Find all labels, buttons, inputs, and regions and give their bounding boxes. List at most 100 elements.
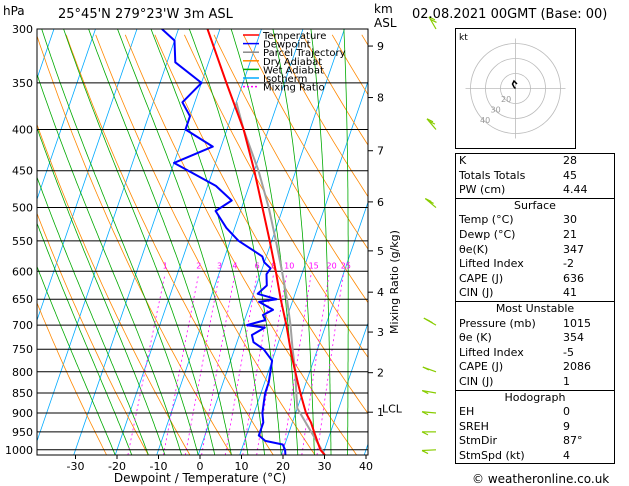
dry-adiabat-line (37, 123, 191, 455)
km-tick-label: 8 (377, 92, 384, 105)
dewpoint-line (161, 29, 287, 455)
hodo-row: SREH 9 (459, 419, 570, 433)
mixing-ratio-axis-label: Mixing Ratio (g/kg) (388, 230, 401, 334)
parcel-trajectory-line (235, 102, 326, 455)
hodograph-ring-label: 30 (491, 106, 501, 115)
wind-barb-flag (421, 431, 429, 436)
x-axis-label: Dewpoint / Temperature (°C) (114, 471, 286, 485)
mu-row: CAPE (J) 2086 (459, 360, 591, 374)
wet-adiabat-line (37, 176, 149, 455)
km-unit-label: km (374, 2, 393, 16)
pressure-tick-label: 300 (12, 23, 33, 36)
wet-adiabat-line (41, 29, 199, 455)
mixing-ratio-line (282, 274, 312, 455)
mu-row: θe (K) 354 (459, 331, 584, 345)
wind-barb-flag (421, 390, 429, 395)
legend-label: Dry Adiabat (263, 57, 322, 68)
pressure-tick-label: 400 (12, 124, 33, 137)
wind-barb (422, 389, 437, 394)
mixing-ratio-label: 1 (163, 261, 168, 270)
dry-adiabat-line (243, 34, 368, 250)
x-tick-label: 0 (197, 460, 204, 473)
km-tick-label: 9 (377, 40, 384, 53)
wind-barb-flag (426, 118, 434, 123)
wet-adiabat-line (88, 29, 232, 455)
legend-label: Parcel Trajectory (263, 48, 346, 59)
mu-row: Lifted Index -5 (459, 345, 574, 359)
mixing-ratio-label: 10 (284, 261, 294, 270)
wind-barb-flag (427, 199, 434, 205)
wet-adiabat-line (37, 126, 166, 455)
x-tick-label: -20 (108, 460, 126, 473)
hodograph-ring-label: 20 (501, 95, 511, 104)
hodograph-ring-label: 40 (480, 116, 490, 125)
wind-barb-flag (425, 198, 432, 203)
km-tick-label: 2 (377, 367, 384, 380)
mixing-ratio-label: 4 (232, 261, 237, 270)
km-tick-label: 1 (377, 406, 384, 419)
surface-title: Surface (514, 198, 556, 212)
pressure-tick-label: 850 (12, 387, 33, 400)
pressure-tick-label: 750 (12, 343, 33, 356)
location-title: 25°45'N 279°23'W 3m ASL (58, 7, 233, 22)
dry-adiabat-line (95, 34, 316, 455)
isotherm-line (239, 80, 368, 455)
indices-table: K 28 Totals Totals 45 PW (cm) 4.44 (455, 153, 615, 199)
x-tick-label: 30 (318, 460, 332, 473)
wet-adiabat-line (272, 29, 315, 455)
isotherm-line (37, 29, 96, 201)
dry-adiabat-line (124, 34, 357, 455)
stats-panel: K 28 Totals Totals 45 PW (cm) 4.44 Surface … (455, 153, 615, 465)
mixing-ratio-label: 15 (309, 261, 319, 270)
mixing-ratio-line (163, 274, 200, 455)
most-unstable-table: Most Unstable Pressure (mb) 1015 θe (K) 35… (455, 300, 615, 391)
dry-adiabat-line (272, 34, 368, 198)
surface-row: CIN (J) 41 (459, 286, 577, 300)
km-tick-label: 6 (377, 196, 384, 209)
wind-barb-flag (430, 18, 437, 24)
wet-adiabat-line (63, 29, 216, 455)
mixing-ratio-label: 2 (196, 261, 201, 270)
isotherm-line (73, 29, 221, 455)
wet-adiabat-line (37, 72, 182, 455)
dry-adiabat-line (213, 34, 368, 304)
wind-barb (428, 16, 437, 30)
wind-barb-flag (422, 366, 430, 371)
hodograph-unit: kt (459, 33, 468, 43)
wet-adiabat-line (37, 221, 133, 455)
plot-frame (36, 28, 369, 456)
datetime-title: 02.08.2021 00GMT (Base: 00) (412, 7, 608, 22)
legend-label: Temperature (262, 31, 326, 42)
pressure-tick-label: 500 (12, 202, 33, 215)
pressure-tick-label: 600 (12, 265, 33, 278)
asl-label: ASL (374, 16, 397, 30)
wet-adiabat-line (230, 29, 299, 455)
hodo-row: StmSpd (kt) 4 (459, 448, 570, 462)
surface-row: CAPE (J) 636 (459, 271, 584, 285)
mu-row: Pressure (mb) 1015 (459, 316, 591, 330)
dry-adiabat-line (37, 34, 232, 455)
pressure-tick-label: 700 (12, 319, 33, 332)
surface-row: Temp (°C) 30 (459, 213, 577, 227)
mixing-ratio-line (301, 274, 330, 455)
isotherm-line (156, 29, 304, 455)
mixing-ratio-line (201, 274, 236, 455)
wind-barb-flag (428, 120, 436, 125)
wind-barb (421, 449, 437, 452)
mu-row: CIN (J) 1 (459, 374, 570, 388)
pressure-unit-label: hPa (3, 4, 25, 18)
x-tick-label: 20 (276, 460, 290, 473)
wind-barb-flag (428, 16, 436, 21)
legend-label: Mixing Ratio (263, 83, 325, 94)
wet-adiabat-line (117, 29, 249, 455)
mixing-ratio-label: 25 (341, 261, 351, 270)
index-row-pw: PW (cm) 4.44 (459, 183, 588, 197)
hodograph-panel: 40 30 20 kt (455, 28, 576, 149)
wind-barb-flag (421, 449, 429, 455)
dry-adiabat-line (65, 34, 274, 455)
pressure-tick-label: 950 (12, 426, 33, 439)
pressure-tick-label: 350 (12, 77, 33, 90)
pressure-tick-label: 550 (12, 235, 33, 248)
mixing-ratio-label: 20 (327, 261, 337, 270)
